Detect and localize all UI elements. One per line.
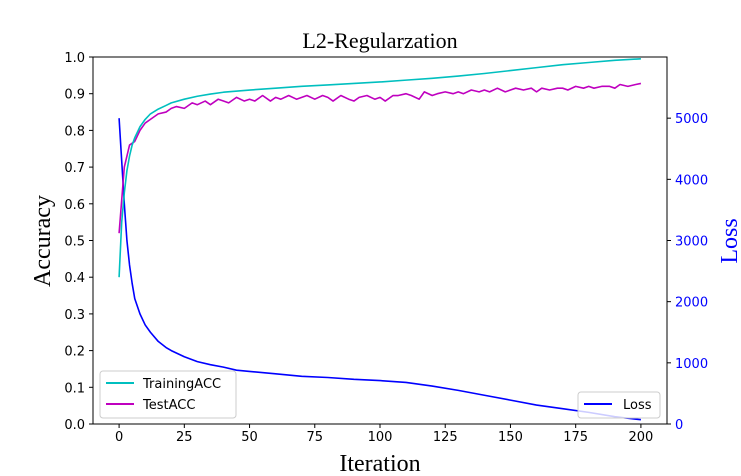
x-tick-label-3: 75 bbox=[306, 430, 323, 445]
y-left-tick-label-6: 0.6 bbox=[64, 198, 85, 213]
y-right-tick-label-4: 4000 bbox=[675, 173, 708, 188]
x-tick-label-4: 100 bbox=[368, 430, 393, 445]
x-axis-ticks: 0 25 50 75 100 125 150 175 200 bbox=[115, 424, 653, 445]
series-line-trainingacc bbox=[118, 58, 641, 278]
y-left-tick-label-0: 0.0 bbox=[64, 418, 85, 433]
y-right-tick-label-0: 0 bbox=[675, 418, 683, 433]
series-layer bbox=[118, 58, 642, 421]
y-axis-right-label: Loss bbox=[717, 218, 741, 263]
x-tick-label-5: 125 bbox=[433, 430, 458, 445]
y-right-tick-label-1: 1000 bbox=[675, 357, 708, 372]
y-left-tick-label-10: 1.0 bbox=[64, 51, 85, 66]
legend-right: Loss bbox=[577, 391, 661, 419]
x-tick-label-1: 25 bbox=[176, 430, 193, 445]
legend-left: TrainingACC TestACC bbox=[99, 370, 237, 419]
x-tick-label-6: 150 bbox=[498, 430, 523, 445]
y-right-tick-label-3: 3000 bbox=[675, 235, 708, 250]
legend-testacc-label: TestACC bbox=[142, 398, 195, 413]
series-line-testacc bbox=[118, 82, 642, 234]
y-axis-left-ticks: 0.0 0.1 0.2 0.3 0.4 0.5 0.6 0.7 0.8 0.9 1.0 bbox=[64, 51, 93, 433]
legend-trainingacc-label: TrainingACC bbox=[142, 377, 221, 392]
y-left-tick-label-3: 0.3 bbox=[64, 308, 85, 323]
y-left-tick-label-8: 0.8 bbox=[64, 124, 85, 139]
legend-loss-label: Loss bbox=[623, 398, 652, 413]
y-right-tick-label-2: 2000 bbox=[675, 296, 708, 311]
y-left-tick-label-2: 0.2 bbox=[64, 345, 85, 360]
y-right-tick-label-5: 5000 bbox=[675, 112, 708, 127]
legend-right-box bbox=[577, 391, 661, 419]
x-tick-label-2: 50 bbox=[241, 430, 258, 445]
y-left-tick-label-1: 0.1 bbox=[64, 381, 85, 396]
x-tick-label-8: 200 bbox=[628, 430, 653, 445]
x-tick-label-7: 175 bbox=[563, 430, 588, 445]
x-tick-label-0: 0 bbox=[115, 430, 123, 445]
chart-title: L2-Regularzation bbox=[302, 28, 457, 53]
series-line-loss bbox=[118, 118, 642, 421]
x-axis-label: Iteration bbox=[339, 451, 420, 476]
y-left-tick-label-4: 0.4 bbox=[64, 271, 85, 286]
y-axis-right-ticks: 0 1000 2000 3000 4000 5000 bbox=[667, 112, 708, 433]
y-left-tick-label-9: 0.9 bbox=[64, 88, 85, 103]
y-axis-left-label: Accuracy bbox=[30, 195, 56, 287]
y-left-tick-label-5: 0.5 bbox=[64, 235, 85, 250]
y-left-tick-label-7: 0.7 bbox=[64, 161, 85, 176]
